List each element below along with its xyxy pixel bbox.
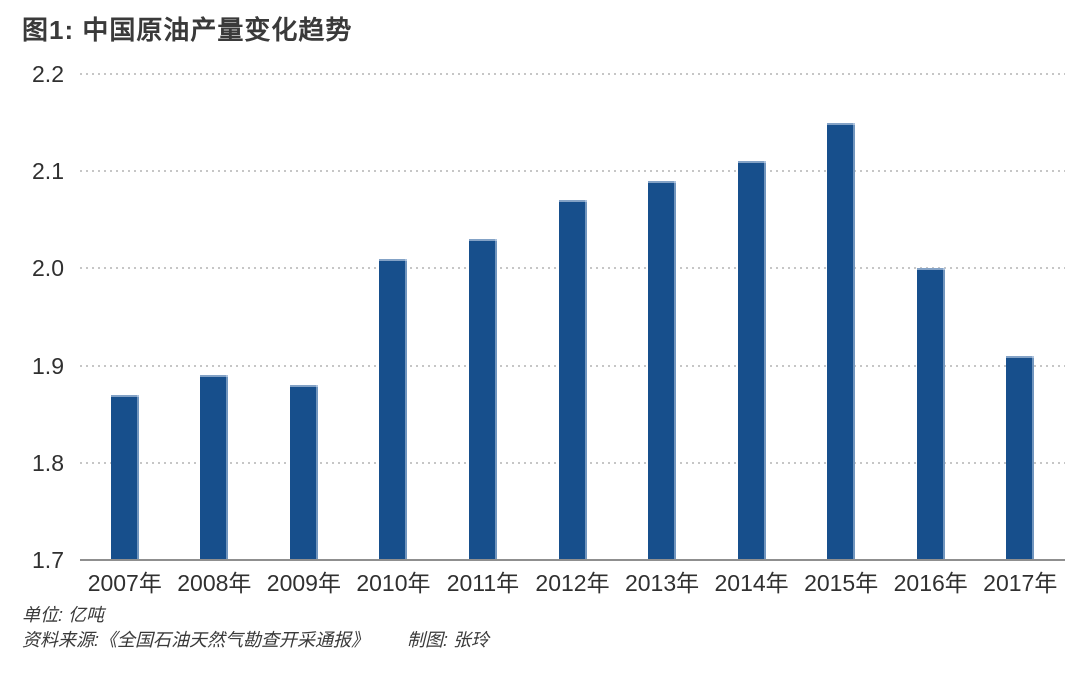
bar-2008年 xyxy=(200,375,229,560)
page-title: 图1: 中国原油产量变化趋势 xyxy=(22,15,353,45)
unit-note: 单位: 亿吨 xyxy=(22,605,105,625)
bar-column-2008年 xyxy=(170,74,260,560)
bar-2015年 xyxy=(827,122,856,560)
gridline-2.2 xyxy=(80,73,1065,75)
source-line: 资料来源:《全国石油天然气勘查开采通报》 制图: 张玲 xyxy=(22,628,489,653)
bar-2012年 xyxy=(558,200,587,560)
y-axis-label-2.0: 2.0 xyxy=(32,255,64,282)
credit-note: 制图: 张玲 xyxy=(407,630,490,650)
bar-column-2012年 xyxy=(528,74,618,560)
x-axis-line xyxy=(80,559,1065,561)
bar-2011年 xyxy=(468,239,497,560)
x-axis-label-2014年: 2014年 xyxy=(714,570,789,596)
bar-2017年 xyxy=(1006,355,1035,560)
bar-2016年 xyxy=(916,268,945,560)
gridline-2.1 xyxy=(80,170,1065,173)
bar-2010年 xyxy=(379,258,408,560)
x-axis-label-2012年: 2012年 xyxy=(535,570,610,596)
bar-2007年 xyxy=(110,394,139,560)
bar-column-2016年 xyxy=(886,74,976,560)
x-axis-label-2017年: 2017年 xyxy=(983,570,1058,596)
y-axis-label-1.7: 1.7 xyxy=(32,547,64,573)
footer-notes: 单位: 亿吨 资料来源:《全国石油天然气勘查开采通报》 制图: 张玲 xyxy=(22,603,489,653)
x-axis-label-2007年: 2007年 xyxy=(87,570,162,596)
bar-column-2009年 xyxy=(259,74,349,560)
x-axis: 2007年 2008年 2009年 2010年 2011年 2012年 2013年 2014年… xyxy=(80,564,1065,598)
x-axis-label-2015年: 2015年 xyxy=(804,570,879,596)
bar-column-2010年 xyxy=(349,74,439,560)
bar-series xyxy=(80,74,1065,560)
plot-area xyxy=(80,73,1065,561)
y-axis-label-2.2: 2.2 xyxy=(32,61,64,87)
x-axis-label-2008年: 2008年 xyxy=(177,570,252,596)
source-note: 资料来源:《全国石油天然气勘查开采通报》 xyxy=(22,630,369,650)
x-axis-label-2009年: 2009年 xyxy=(266,570,341,596)
x-axis-label-2013年: 2013年 xyxy=(624,570,700,596)
bar-column-2017年 xyxy=(975,74,1065,560)
y-axis-label-1.8: 1.8 xyxy=(32,449,64,476)
bar-column-2013年 xyxy=(617,74,707,560)
bar-column-2014年 xyxy=(707,74,797,560)
bar-column-2007年 xyxy=(80,74,170,560)
y-axis-label-1.9: 1.9 xyxy=(32,352,64,379)
bar-2014年 xyxy=(737,161,766,560)
bar-column-2015年 xyxy=(796,74,886,560)
x-axis-label-2011年: 2011年 xyxy=(446,570,520,596)
bar-2009年 xyxy=(289,385,318,560)
x-axis-label-2016年: 2016年 xyxy=(893,570,968,596)
y-axis-label-2.1: 2.1 xyxy=(32,158,64,185)
bar-2013年 xyxy=(648,180,677,560)
bar-column-2011年 xyxy=(438,74,528,560)
x-axis-label-2010年: 2010年 xyxy=(356,570,431,596)
